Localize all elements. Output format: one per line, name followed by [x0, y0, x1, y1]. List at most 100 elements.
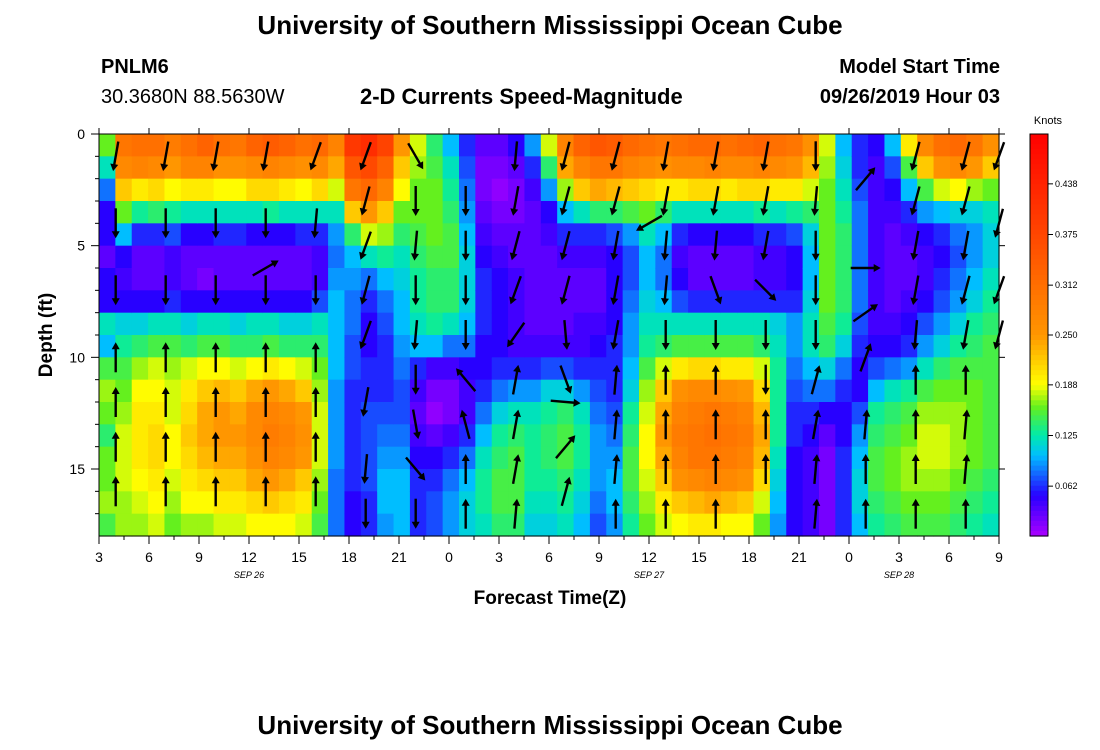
vector-head — [411, 298, 420, 306]
heatmap-cell — [688, 268, 706, 291]
heatmap-cell — [295, 424, 313, 448]
heatmap-cell — [377, 156, 395, 180]
heatmap-cell — [917, 469, 935, 492]
heatmap-cell — [524, 134, 542, 157]
heatmap-cell — [622, 491, 640, 515]
vector-head — [211, 431, 220, 439]
heatmap-cell — [802, 268, 820, 291]
heatmap-cell — [115, 268, 133, 291]
heatmap-cell — [933, 513, 951, 537]
heatmap-cell — [589, 513, 607, 537]
heatmap-cell — [688, 402, 706, 425]
heatmap-cell — [279, 134, 296, 157]
heatmap-cell — [279, 335, 296, 358]
heatmap-cell — [295, 201, 313, 224]
heatmap-cell — [671, 290, 689, 314]
heatmap-cell — [688, 379, 706, 403]
heatmap-cell — [426, 469, 444, 492]
heatmap-cell — [115, 424, 133, 448]
heatmap-cell — [851, 178, 869, 202]
heatmap-cell — [868, 513, 886, 537]
heatmap-cell — [917, 134, 935, 157]
heatmap-cell — [639, 178, 656, 202]
vector-head — [811, 208, 819, 216]
heatmap-cell — [982, 379, 1000, 403]
heatmap-cell — [508, 513, 526, 537]
colorbar-swatch — [1030, 224, 1048, 231]
heatmap-cell — [115, 312, 133, 336]
vector-head — [909, 163, 918, 171]
heatmap-cell — [655, 223, 673, 247]
heatmap-cell — [671, 201, 689, 224]
heatmap-cell — [557, 357, 575, 381]
heatmap-cell — [769, 156, 787, 180]
current-vector — [710, 141, 720, 172]
vector-shaft — [810, 367, 820, 395]
heatmap-cell — [557, 513, 575, 537]
heatmap-cell — [868, 446, 886, 470]
heatmap-cell — [311, 156, 329, 180]
vector-head — [111, 342, 120, 350]
heatmap-cell — [933, 201, 951, 224]
heatmap-cell — [589, 178, 607, 202]
heatmap-cell — [279, 312, 296, 336]
heatmap-cell — [622, 402, 640, 425]
heatmap-cell — [164, 178, 182, 202]
current-vector — [711, 454, 720, 484]
heatmap-cell — [671, 379, 689, 403]
heatmap-cell — [573, 268, 591, 291]
heatmap-cell — [197, 223, 215, 247]
heatmap-cell — [148, 245, 166, 269]
heatmap-cell — [966, 513, 984, 537]
vector-shaft — [613, 412, 618, 440]
current-vector — [461, 498, 470, 529]
heatmap-cell — [279, 469, 296, 492]
heatmap-cell — [949, 245, 967, 269]
vector-head — [359, 297, 368, 305]
current-vector — [911, 364, 920, 395]
heatmap-cell — [639, 513, 656, 537]
x-tick-label: 3 — [95, 549, 103, 565]
heatmap-cell — [917, 156, 935, 180]
heatmap-cell — [851, 379, 869, 403]
heatmap-cell — [753, 513, 771, 537]
heatmap-cell — [622, 223, 640, 247]
heatmap-cell — [524, 491, 542, 515]
current-vector — [161, 275, 170, 306]
heatmap-cell — [982, 223, 1000, 247]
current-vector — [761, 454, 770, 484]
vector-head — [111, 231, 120, 239]
vector-shaft — [457, 369, 477, 392]
current-vector — [411, 498, 420, 529]
heatmap-cell — [344, 469, 362, 492]
colorbar-swatch — [1030, 139, 1048, 145]
heatmap-cell — [753, 424, 771, 448]
heatmap-cell — [393, 513, 411, 537]
heatmap-cell — [704, 178, 722, 202]
heatmap-cell — [442, 402, 460, 425]
vector-shaft — [262, 141, 270, 169]
heatmap-cell — [377, 223, 395, 247]
vector-shaft — [613, 456, 618, 485]
current-vector — [861, 498, 870, 529]
heatmap-cell — [475, 290, 493, 314]
colorbar-swatch — [1030, 335, 1048, 341]
colorbar-swatch — [1030, 375, 1048, 381]
heatmap-cell — [131, 513, 149, 537]
vector-head — [509, 252, 518, 261]
vector-shaft — [212, 141, 220, 169]
heatmap-cell — [835, 513, 853, 537]
heatmap-cell — [557, 469, 575, 492]
heatmap-cell — [900, 469, 918, 492]
heatmap-cell — [475, 379, 493, 403]
heatmap-cell — [704, 357, 722, 381]
heatmap-cell — [393, 402, 411, 425]
heatmap-cell — [819, 335, 836, 358]
vector-shaft — [852, 304, 877, 323]
colorbar-tick-label: 0.188 — [1055, 380, 1078, 390]
vector-head — [959, 163, 968, 171]
heatmap-cell — [393, 379, 411, 403]
heatmap-cell — [213, 290, 231, 314]
heatmap-cell — [491, 134, 509, 157]
current-vector — [812, 498, 821, 529]
